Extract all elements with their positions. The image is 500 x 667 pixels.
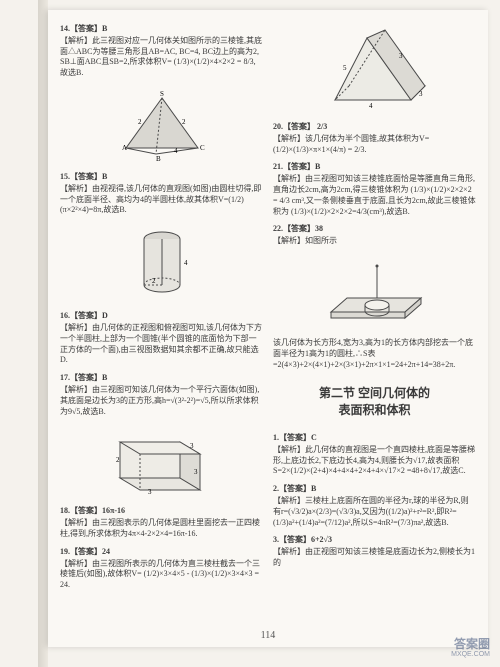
q2-ans: 2.【答案】B	[273, 484, 316, 493]
q20-exp: 【解析】该几何体为半个圆锥,故其体积为V= (1/2)×(1/3)×π×1×(4…	[273, 134, 476, 156]
svg-text:A: A	[122, 144, 127, 152]
q16-ans: 16.【答案】D	[60, 311, 108, 320]
q22: 22.【答案】38 【解析】如图所示	[273, 224, 476, 248]
q22-ans: 22.【答案】38	[273, 224, 323, 233]
q15-exp: 【解析】由视视得,该几何体的直观图(如图)由圆柱切得,即一个底面半径、高均为4的…	[60, 184, 263, 216]
section-line2: 表面积和体积	[273, 402, 476, 419]
q21-exp: 【解析】由三视图可知该三棱锥底面恰是等腰直角三角形,直角边长2cm,高为2cm,…	[273, 174, 476, 217]
q16-exp: 【解析】由几何体的正视图和俯视图可知,该几何体为下方一个半圆柱,上部为一个圆锥(…	[60, 323, 263, 366]
svg-text:3: 3	[148, 488, 152, 496]
fig15: 4 2	[60, 227, 263, 301]
q14-exp: 【解析】此三视图对应一几何体关如图所示的三棱锥,其底面△ABC为等腰三角形且AB…	[60, 36, 263, 79]
q21-ans: 21.【答案】B	[273, 162, 320, 171]
q20: 20.【答案】 2/3 【解析】该几何体为半个圆锥,故其体积为V= (1/2)×…	[273, 122, 476, 156]
q17: 17.【答案】B 【解析】由三视图可知该几何体为一个平行六面体(如图),其底面是…	[60, 373, 263, 418]
fig22	[273, 258, 476, 328]
fig14: S A C B 2 2 4	[60, 90, 263, 162]
q19: 19.【答案】24 【解析】由三视图所表示的几何体为直三棱柱截去一个三棱锥后(如…	[60, 547, 263, 592]
svg-text:S: S	[160, 90, 164, 98]
svg-text:5: 5	[343, 64, 347, 72]
q15-ans: 15.【答案】B	[60, 172, 107, 181]
section-heading: 第二节 空间几何体的 表面积和体积	[273, 385, 476, 419]
q16: 16.【答案】D 【解析】由几何体的正视图和俯视图可知,该几何体为下方一个半圆柱…	[60, 311, 263, 367]
svg-text:3: 3	[194, 468, 198, 476]
q19-exp: 【解析】由三视图所表示的几何体为直三棱柱截去一个三棱锥后(如图),故体积V= (…	[60, 559, 263, 591]
watermark-line1: 答案圈	[454, 637, 490, 651]
q18-exp: 【解析】由三视图表示的几何体是圆柱里面挖去一正四棱柱,得到,所求体积为4π×4-…	[60, 518, 263, 540]
svg-text:2: 2	[182, 118, 186, 126]
q2: 2.【答案】B 【解析】三棱柱上底面所在圆的半径为r,球的半径为R,则有r=(√…	[273, 484, 476, 529]
q17-exp: 【解析】由三视图可知该几何体为一个平行六面体(如图),其底面是边长为3的正方形,…	[60, 385, 263, 417]
q1-exp: 【解析】此几何体的直视图是一个直四棱柱,底面是等腰梯形,上底边长2,下底边长4,…	[273, 445, 476, 477]
q21: 21.【答案】B 【解析】由三视图可知该三棱锥底面恰是等腰直角三角形,直角边长2…	[273, 162, 476, 218]
q14-ans: 14.【答案】B	[60, 24, 107, 33]
svg-text:B: B	[156, 155, 161, 162]
q15: 15.【答案】B 【解析】由视视得,该几何体的直观图(如图)由圆柱切得,即一个底…	[60, 172, 263, 217]
svg-text:3: 3	[399, 52, 403, 60]
svg-text:4: 4	[369, 102, 373, 110]
svg-text:2: 2	[138, 118, 142, 126]
section-line1: 第二节 空间几何体的	[273, 385, 476, 402]
q18-ans: 18.【答案】16π-16	[60, 506, 125, 515]
q20-ans: 20.【答案】 2/3	[273, 122, 327, 131]
q1-ans: 1.【答案】C	[273, 433, 317, 442]
q22b-exp: 该几何体为长方形4,宽为3,高为1的长方体内部挖去一个底面半径为1高为1的圆柱,…	[273, 338, 476, 370]
q22b: 该几何体为长方形4,宽为3,高为1的长方体内部挖去一个底面半径为1高为1的圆柱,…	[273, 338, 476, 371]
q1: 1.【答案】C 【解析】此几何体的直视图是一个直四棱柱,底面是等腰梯形,上底边长…	[273, 433, 476, 478]
page-number: 114	[48, 630, 488, 641]
svg-text:3: 3	[190, 442, 194, 450]
fig-top-right: 4 3 5 3	[273, 28, 476, 112]
q22-exp: 【解析】如图所示	[273, 236, 476, 247]
watermark-line2: MXQE.COM	[451, 651, 490, 659]
q3-exp: 【解析】由正视图可知该三棱锥是底面边长为2,侧棱长为1的	[273, 547, 476, 569]
svg-text:4: 4	[174, 147, 178, 155]
svg-text:2: 2	[116, 456, 120, 464]
fig17: 3 3 2 3	[60, 428, 263, 496]
svg-text:3: 3	[419, 90, 423, 98]
q3-ans: 3.【答案】6+2√3	[273, 535, 332, 544]
q14: 14.【答案】B 【解析】此三视图对应一几何体关如图所示的三棱锥,其底面△ABC…	[60, 24, 263, 80]
q19-ans: 19.【答案】24	[60, 547, 110, 556]
q2-exp: 【解析】三棱柱上底面所在圆的半径为r,球的半径为R,则有r=(√3/2)a×(2…	[273, 496, 476, 528]
left-column: 14.【答案】B 【解析】此三视图对应一几何体关如图所示的三棱锥,其底面△ABC…	[60, 24, 263, 637]
q18: 18.【答案】16π-16 【解析】由三视图表示的几何体是圆柱里面挖去一正四棱柱…	[60, 506, 263, 540]
svg-text:C: C	[200, 144, 205, 152]
svg-text:2: 2	[152, 277, 156, 285]
right-column: 4 3 5 3 20.【答案】 2/3 【解析】该几何体为半个圆锥,故其体积为V…	[273, 24, 476, 637]
q17-ans: 17.【答案】B	[60, 373, 107, 382]
q3: 3.【答案】6+2√3 【解析】由正视图可知该三棱锥是底面边长为2,侧棱长为1的	[273, 535, 476, 569]
watermark: 答案圈 MXQE.COM	[451, 638, 490, 659]
svg-text:4: 4	[184, 259, 188, 267]
